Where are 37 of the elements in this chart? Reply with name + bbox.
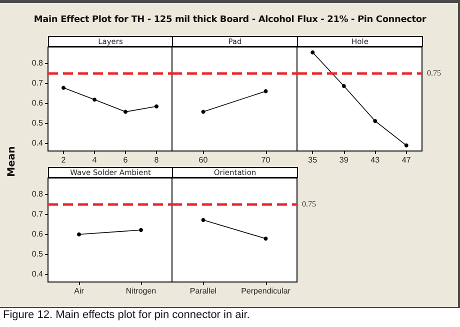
y-tick-label: 0.8 bbox=[32, 58, 44, 68]
x-tick-label: Perpendicular bbox=[241, 286, 291, 296]
point bbox=[404, 143, 408, 148]
x-tick-label: Air bbox=[74, 286, 84, 296]
x-tick-label: 70 bbox=[261, 156, 271, 164]
y-tick-label: 0.7 bbox=[32, 210, 44, 218]
ref-line-label: 0.75 bbox=[427, 68, 441, 78]
x-tick-label: 35 bbox=[308, 156, 318, 164]
text: Mean bbox=[6, 145, 18, 179]
point bbox=[62, 86, 66, 90]
text: Main Effect Plot for TH - 125 mil thick Board - Alcohol Flux - 21% - Pin Connector bbox=[32, 15, 428, 25]
x-tick-label: 8 bbox=[154, 156, 160, 164]
point bbox=[373, 119, 378, 123]
y-tick-label: 0.5 bbox=[32, 250, 44, 258]
ref-line-label: 0.75 bbox=[302, 200, 316, 208]
y-tick-label: 0.6 bbox=[32, 98, 44, 108]
point bbox=[310, 50, 315, 54]
point bbox=[92, 98, 96, 102]
x-tick-label: 47 bbox=[402, 156, 412, 164]
point bbox=[154, 104, 158, 108]
x-tick-label: Nitrogen bbox=[126, 286, 156, 296]
x-tick-label: 60 bbox=[198, 156, 208, 164]
x-tick-label: 4 bbox=[92, 156, 98, 164]
caption: Figure 12. Main effects plot for pin connector in air. bbox=[3, 309, 250, 321]
y-tick-label: 0.4 bbox=[32, 270, 44, 278]
x-tick-label: 43 bbox=[370, 156, 380, 164]
point bbox=[124, 110, 128, 114]
y-tick-label: 0.5 bbox=[32, 118, 44, 128]
y-tick-label: 0.6 bbox=[32, 230, 44, 238]
x-tick-label: 39 bbox=[339, 156, 349, 164]
x-tick-label: 2 bbox=[61, 156, 66, 164]
y-tick-label: 0.4 bbox=[32, 138, 44, 148]
x-tick-label: 6 bbox=[123, 156, 128, 164]
y-tick-label: 0.7 bbox=[32, 78, 44, 88]
x-tick-label: Parallel bbox=[190, 286, 217, 296]
point bbox=[342, 84, 346, 88]
y-tick-label: 0.8 bbox=[32, 190, 44, 198]
